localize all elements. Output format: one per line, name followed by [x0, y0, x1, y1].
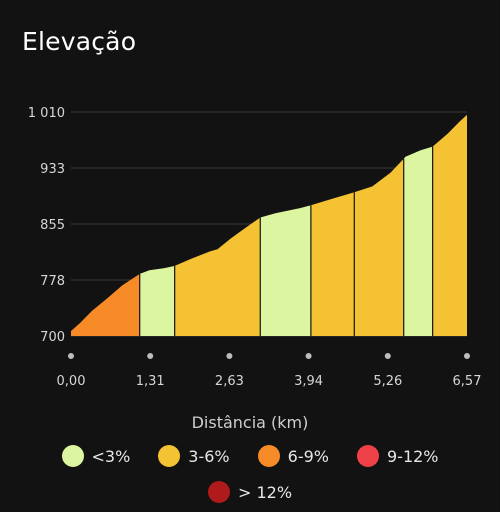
y-tick-label: 778	[40, 274, 65, 289]
legend-item: <3%	[61, 444, 131, 468]
x-tick-label: 3,94	[294, 374, 323, 389]
x-tick-dot	[147, 353, 154, 359]
legend-label: 6-9%	[287, 446, 329, 466]
legend-item: 6-9%	[257, 444, 329, 468]
legend-label: 3-6%	[188, 446, 230, 466]
x-tick-label: 2,63	[215, 374, 244, 389]
x-tick-label: 6,57	[453, 374, 482, 389]
legend-item: 3-6%	[158, 444, 230, 468]
legend-swatch	[257, 445, 280, 467]
x-axis-title: Distância (km)	[191, 413, 309, 432]
legend-swatch	[356, 445, 379, 467]
y-tick-label: 700	[40, 330, 65, 345]
grade-segment	[260, 205, 311, 336]
legend-label: > 12%	[237, 482, 293, 502]
legend-swatch	[207, 481, 230, 503]
grade-segment	[310, 192, 355, 336]
grade-segment	[71, 273, 140, 336]
grade-segment	[174, 217, 261, 336]
legend-swatch	[158, 445, 181, 467]
x-tick-dot	[384, 353, 391, 359]
page-title: Elevação	[22, 27, 137, 56]
legend-label: 9-12%	[386, 446, 439, 466]
grade-segment	[403, 146, 433, 336]
legend-item: > 12%	[207, 480, 293, 504]
x-tick-label: 5,26	[373, 374, 402, 389]
x-tick-label: 1,31	[136, 374, 165, 389]
x-tick-label: 0,00	[57, 374, 86, 389]
x-tick-dot	[226, 353, 233, 359]
x-tick-dot	[305, 353, 312, 359]
grade-legend: <3% 3-6% 6-9% 9-12% > 12%	[0, 444, 500, 504]
y-tick-label: 933	[40, 162, 65, 177]
x-tick-dot	[68, 353, 74, 359]
grade-segment	[354, 158, 404, 336]
legend-label: <3%	[91, 446, 131, 466]
y-tick-label: 1 010	[28, 106, 65, 121]
grade-segment	[432, 114, 467, 336]
legend-swatch	[61, 445, 84, 467]
grade-segment	[139, 265, 175, 336]
legend-item: 9-12%	[356, 444, 439, 468]
x-tick-dot	[464, 353, 470, 359]
y-tick-label: 855	[40, 218, 65, 233]
